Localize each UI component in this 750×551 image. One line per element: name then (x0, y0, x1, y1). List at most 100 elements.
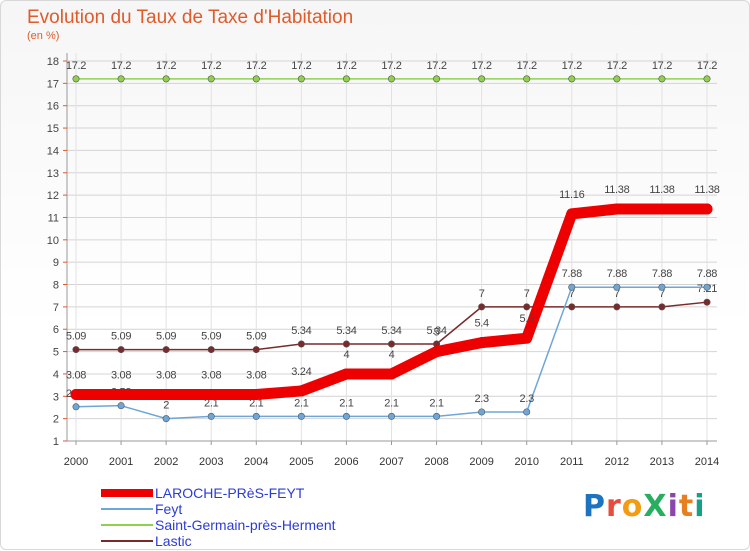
data-label: 7.88 (607, 268, 627, 280)
data-point (478, 75, 486, 83)
data-point (72, 403, 80, 411)
data-point (568, 75, 576, 83)
data-label: 3.08 (156, 370, 176, 382)
data-label: 17.2 (201, 60, 221, 72)
data-label: 7 (479, 288, 485, 300)
x-tick-label: 2012 (605, 456, 629, 468)
data-label: 17.2 (66, 60, 86, 72)
data-label: 7 (524, 288, 530, 300)
data-point (207, 346, 215, 354)
legend-label-saint-germain: Saint-Germain-près-Herment (155, 517, 336, 533)
legend-item-saint-germain: Saint-Germain-près-Herment (101, 517, 336, 533)
data-point (523, 408, 531, 416)
data-point (252, 346, 260, 354)
data-point (342, 412, 350, 420)
data-point (162, 75, 170, 83)
data-point (478, 408, 486, 416)
chart-unit-label: (en %) (27, 30, 60, 42)
data-label: 7.88 (652, 268, 672, 280)
data-point (566, 208, 578, 220)
data-point (115, 389, 127, 401)
data-point (611, 203, 623, 215)
data-point (162, 415, 170, 423)
x-tick-label: 2008 (424, 456, 448, 468)
data-point (658, 303, 666, 311)
data-label: 7.88 (697, 268, 717, 280)
x-tick-label: 2004 (244, 456, 268, 468)
data-point (252, 75, 260, 83)
data-label: 17.2 (562, 60, 582, 72)
x-tick-label: 2013 (650, 456, 674, 468)
data-point (342, 75, 350, 83)
data-point (386, 368, 397, 380)
data-point (613, 303, 621, 311)
data-label: 17.2 (291, 60, 311, 72)
data-point (342, 340, 350, 348)
data-point (613, 75, 621, 83)
legend-swatch-saint-germain (101, 524, 153, 526)
data-point (387, 340, 395, 348)
data-point (117, 346, 125, 354)
x-tick-label: 2000 (64, 456, 88, 468)
data-point (387, 412, 395, 420)
data-point (433, 75, 441, 83)
data-label: 17.2 (156, 60, 176, 72)
data-label: 17.2 (246, 60, 266, 72)
y-tick-label: 3 (53, 391, 59, 403)
data-label: 2.1 (204, 397, 219, 409)
data-label: 7.88 (562, 268, 582, 280)
data-point (431, 346, 443, 358)
data-label: 2 (163, 400, 169, 412)
data-label: 5.34 (426, 325, 446, 337)
data-point (387, 75, 395, 83)
y-tick-label: 14 (47, 145, 59, 157)
legend-item-lastic: Lastic (101, 533, 336, 549)
data-label: 5 (434, 327, 440, 339)
data-label: 11.38 (694, 184, 719, 196)
data-point (568, 303, 576, 311)
data-point (521, 332, 533, 344)
x-tick-label: 2003 (199, 456, 223, 468)
data-point (523, 75, 531, 83)
data-point (703, 75, 711, 83)
data-label: 17.2 (607, 60, 627, 72)
y-tick-label: 15 (47, 123, 59, 135)
data-label: 3.08 (66, 370, 86, 382)
data-label: 5.34 (381, 325, 401, 337)
x-tick-label: 2007 (379, 456, 403, 468)
legend-swatch-lastic (101, 540, 153, 542)
data-label: 2.1 (249, 397, 264, 409)
data-label: 4 (344, 349, 350, 361)
y-tick-label: 16 (47, 101, 59, 113)
y-tick-label: 18 (47, 56, 59, 68)
data-point (207, 412, 215, 420)
data-label: 2.3 (520, 393, 535, 405)
data-label: 17.2 (111, 60, 131, 72)
data-point (70, 389, 82, 401)
data-label: 17.2 (336, 60, 356, 72)
legend-label-laroche: LAROCHE-PRèS-FEYT (155, 485, 305, 501)
data-point (658, 75, 666, 83)
data-label: 7 (569, 288, 575, 300)
data-point (703, 283, 711, 291)
data-label: 17.2 (426, 60, 446, 72)
data-point (205, 389, 217, 401)
logo-letter: i (694, 489, 706, 524)
data-label: 5.09 (201, 331, 221, 343)
x-tick-label: 2009 (469, 456, 493, 468)
chart-title: Evolution du Taux de Taxe d'Habitation (27, 7, 354, 28)
data-label: 11.38 (604, 184, 629, 196)
data-label: 17.2 (652, 60, 672, 72)
data-point (658, 283, 666, 291)
y-tick-label: 12 (47, 190, 59, 202)
x-tick-label: 2014 (695, 456, 719, 468)
y-tick-label: 1 (53, 436, 59, 448)
logo-letter: X (643, 489, 668, 524)
x-tick-label: 2010 (514, 456, 538, 468)
data-point (297, 75, 305, 83)
y-tick-label: 6 (53, 324, 59, 336)
y-tick-label: 11 (48, 212, 59, 224)
y-tick-label: 17 (47, 78, 59, 90)
data-point (117, 402, 125, 410)
